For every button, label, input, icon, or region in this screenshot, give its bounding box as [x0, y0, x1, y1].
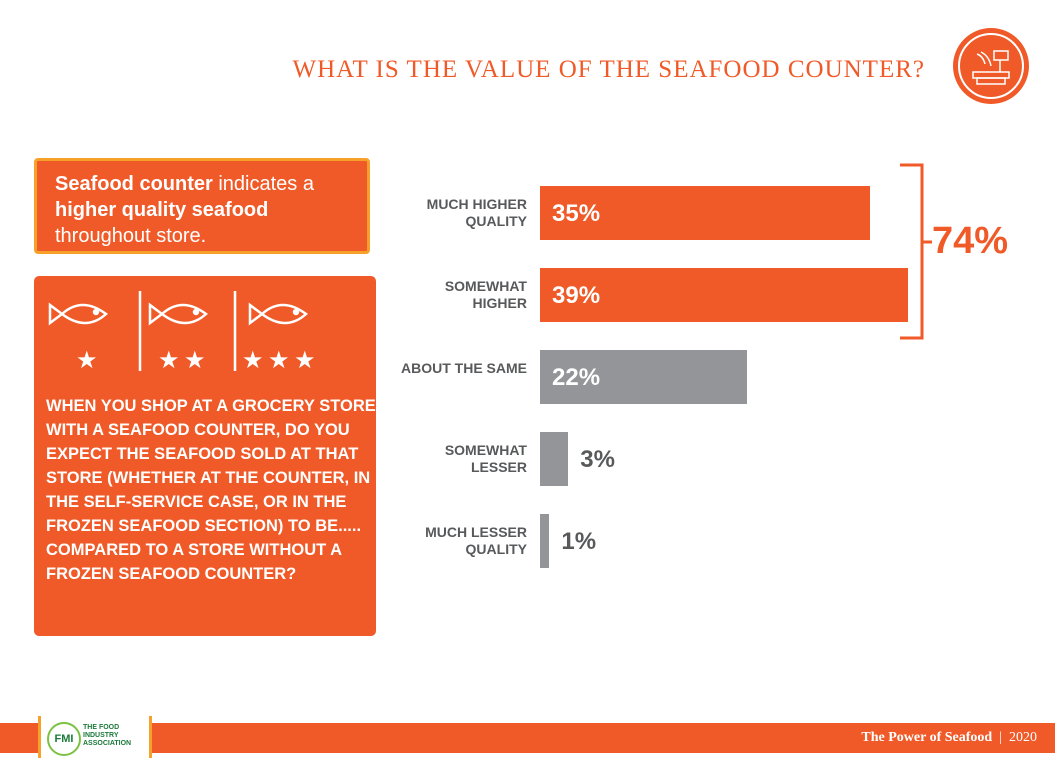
callout-bold-2: higher quality seafood	[55, 199, 269, 221]
category-label: MUCH HIGHER QUALITY	[426, 196, 527, 229]
category-label: MUCH LESSER QUALITY	[425, 524, 527, 557]
question-box: ★ ★ ★ ★ ★ ★ WHEN YOU SHOP AT A GROCERY STORE…	[34, 276, 376, 636]
category-label: SOMEWHAT HIGHER	[444, 278, 527, 311]
bracket-total-label: 74%	[932, 220, 1009, 262]
svg-text:★: ★	[184, 346, 206, 374]
data-label: 3%	[580, 446, 615, 473]
fish-star-rating-icon: ★ ★ ★ ★ ★ ★	[48, 291, 316, 374]
bar	[540, 350, 748, 404]
bracket	[900, 163, 932, 340]
seafood-counter-scale-icon	[953, 28, 1029, 104]
category-label: SOMEWHAT LESSER	[444, 442, 527, 475]
callout-box: Seafood counter indicates a higher quali…	[34, 158, 370, 254]
bar	[540, 432, 569, 486]
data-label: 39%	[552, 282, 601, 309]
callout-text-1: indicates a	[212, 173, 314, 195]
svg-text:★: ★	[76, 346, 98, 374]
survey-question: WHEN YOU SHOP AT A GROCERY STORE WITH A …	[46, 397, 376, 583]
svg-text:★: ★	[242, 346, 264, 374]
callout-bold-1: Seafood counter	[55, 173, 213, 195]
bar	[540, 514, 550, 568]
fmi-logo: FMI THE FOOD INDUSTRY ASSOCIATION	[38, 716, 152, 758]
page-title: WHAT IS THE VALUE OF THE SEAFOOD COUNTER…	[292, 56, 925, 83]
footer-text: The Power of Seafood | 2020	[861, 730, 1037, 745]
bar	[540, 186, 871, 240]
callout-text-2: throughout store.	[55, 225, 207, 247]
category-label: ABOUT THE SAME	[401, 360, 527, 376]
data-label: 1%	[561, 528, 597, 555]
svg-text:★: ★	[158, 346, 180, 374]
bar	[540, 268, 908, 322]
data-label: 22%	[552, 364, 601, 391]
svg-text:★: ★	[268, 346, 290, 374]
svg-text:★: ★	[294, 346, 316, 374]
footer-bar	[0, 723, 1055, 753]
data-label: 35%	[552, 200, 601, 227]
